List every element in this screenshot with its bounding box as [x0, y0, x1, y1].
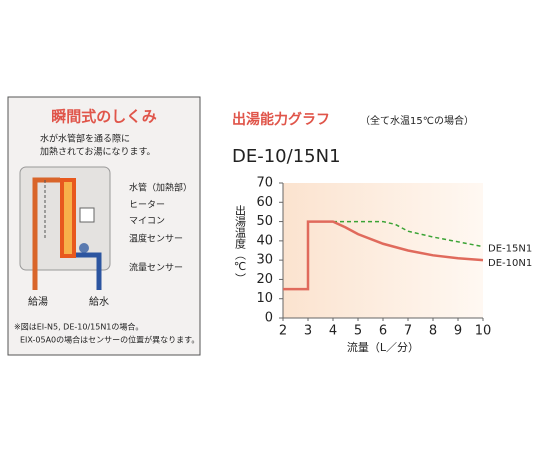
part-label: マイコン	[129, 217, 165, 227]
part-label: 水管（加熱部）	[129, 182, 192, 194]
x-tick-label: 2	[279, 324, 287, 339]
x-tick-label: 8	[429, 324, 437, 339]
x-tick-label: 4	[329, 324, 337, 339]
y-tick-label: 60	[256, 195, 273, 210]
x-tick-label: 6	[379, 324, 387, 339]
part-label: 温度センサー	[129, 233, 183, 245]
y-tick-label: 50	[256, 214, 273, 229]
description: 水が水管部を通る際に	[40, 133, 130, 145]
series-label: DE-10N1	[488, 258, 532, 269]
temp-sensor	[79, 243, 89, 253]
hot-pipe	[32, 177, 60, 290]
microcontroller	[79, 207, 95, 223]
x-tick-label: 3	[304, 324, 312, 339]
x-tick-label: 7	[404, 324, 412, 339]
series-line	[283, 220, 484, 291]
y-tick-label: 70	[256, 176, 273, 191]
outlet-label: 給水	[89, 295, 109, 308]
x-tick-label: 10	[475, 324, 492, 339]
y-tick-label: 10	[256, 291, 273, 306]
series-line	[333, 220, 484, 248]
cold-pipe	[76, 252, 102, 290]
part-label: 流量センサー	[129, 262, 183, 274]
chart-title: 出湯能力グラフ	[232, 111, 330, 128]
part-labels: 水管（加熱部） ヒーター マイコン 温度センサー 流量センサー	[129, 182, 192, 274]
description: 加熱されてお湯になります。	[40, 146, 156, 158]
y-axis-label: 出湯温度（℃）	[234, 204, 247, 284]
y-tick-label: 20	[256, 272, 273, 287]
model-name: DE-10/15N1	[232, 146, 341, 167]
note: EIX-05A0の場合はセンサーの位置が異なります。	[20, 335, 199, 345]
x-axis-label: 流量（L／分）	[347, 340, 419, 354]
note: ※図はEI-N5, DE-10/15N1の場合。	[14, 322, 143, 332]
x-tick-label: 9	[454, 324, 462, 339]
plot-area	[283, 183, 483, 318]
heater	[64, 182, 72, 254]
chart-subtitle: （全て水温15℃の場合）	[360, 114, 474, 127]
part-label: ヒーター	[129, 200, 165, 211]
outlet-label: 給湯	[28, 295, 48, 308]
y-tick-label: 30	[256, 253, 273, 268]
y-tick-label: 40	[256, 233, 273, 248]
y-tick-label: 0	[265, 311, 273, 326]
series-label: DE-15N1	[488, 244, 532, 255]
x-tick-label: 5	[354, 324, 362, 339]
panel-title: 瞬間式のしくみ	[51, 108, 157, 126]
